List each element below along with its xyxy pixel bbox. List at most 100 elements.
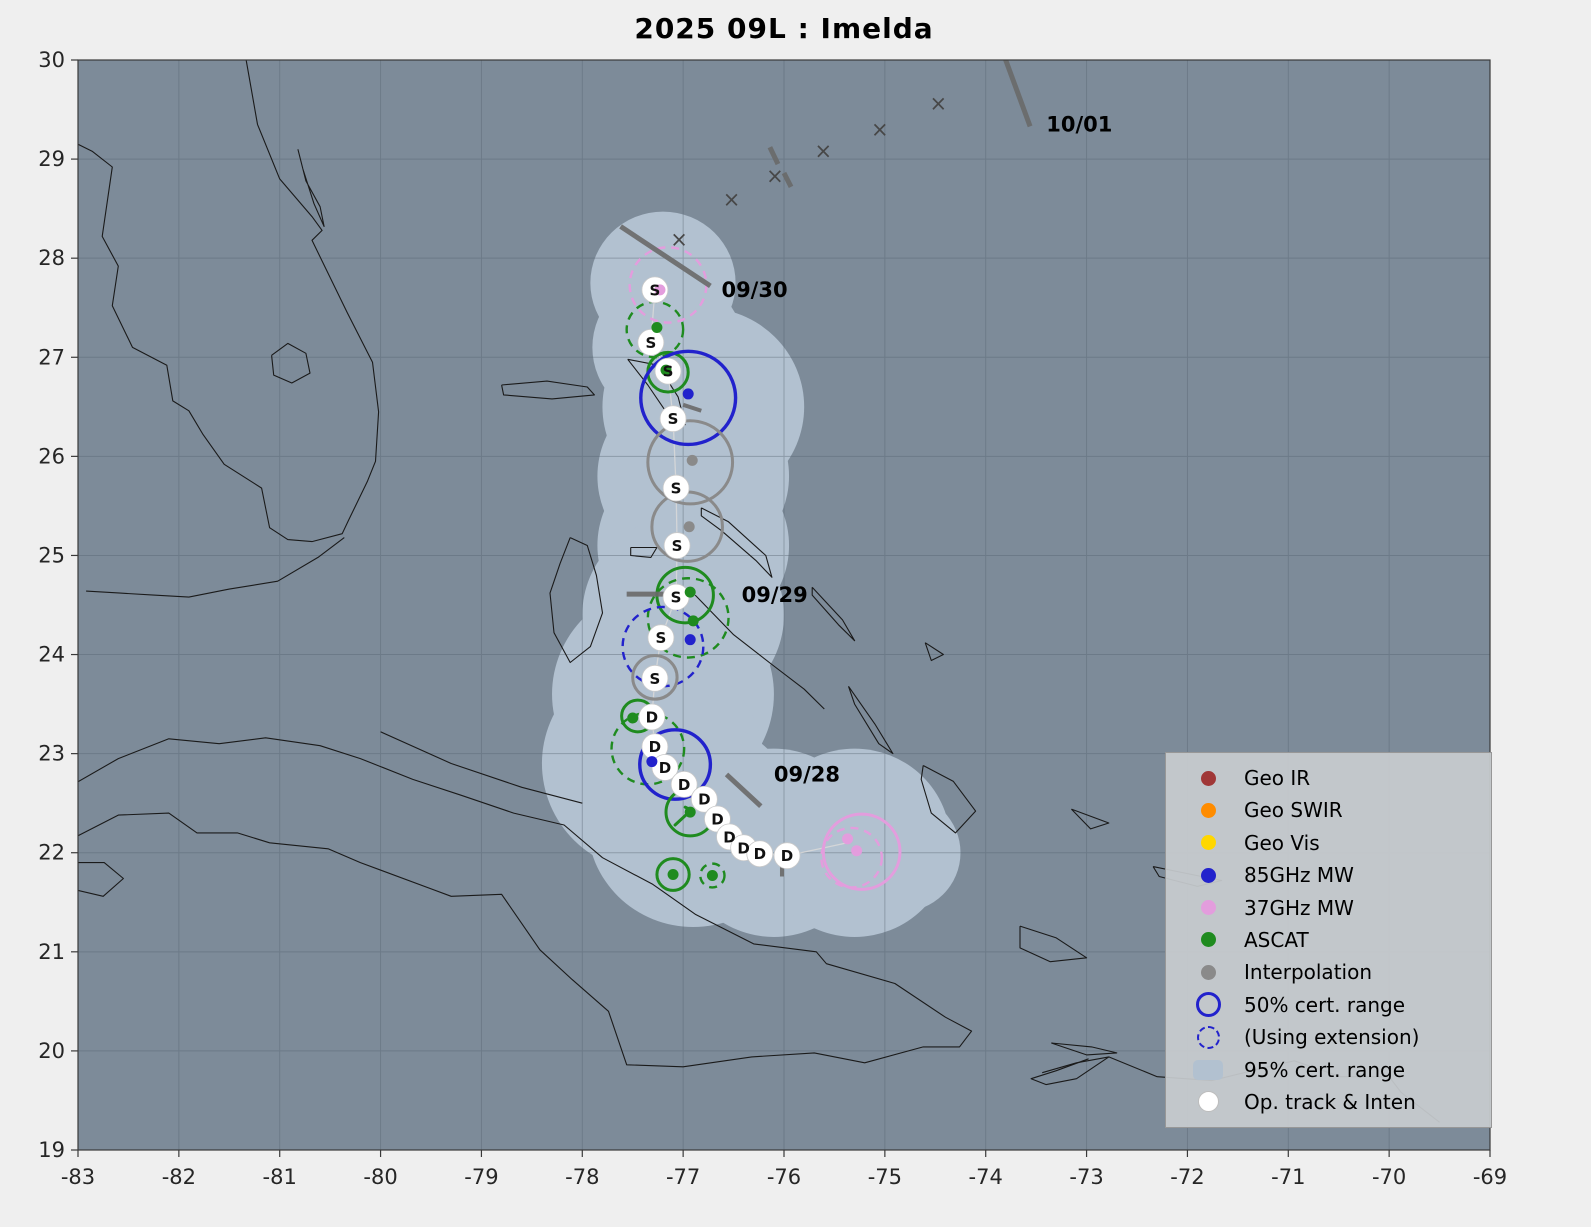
- intensity-letter: S: [649, 281, 660, 299]
- legend-marker-mw85: [1200, 867, 1216, 883]
- track-point: [659, 405, 687, 433]
- x-tick-label: -69: [1473, 1165, 1507, 1189]
- intensity-letter: S: [671, 480, 682, 498]
- legend: Geo IR Geo SWIR Geo Vis 85GHz MW 37GHz MW ASC…: [1165, 752, 1492, 1128]
- plot-title: 2025 09L : Imelda: [634, 12, 934, 45]
- x-tick-label: -76: [767, 1165, 801, 1189]
- legend-label-cert-50: 50% cert. range: [1244, 992, 1406, 1017]
- legend-marker-geo-vis: [1200, 835, 1216, 851]
- ascat-cert-circle: [699, 862, 726, 889]
- y-tick-label: 23: [38, 742, 65, 766]
- coastline-cuba: [78, 737, 973, 1068]
- coastline-indian-river: [297, 149, 325, 228]
- legend-marker-cell: [1172, 932, 1244, 948]
- legend-label-mw85: 85GHz MW: [1244, 863, 1354, 888]
- intensity-letter: D: [646, 708, 658, 726]
- y-tick-label: 29: [38, 147, 65, 171]
- interp-obs-dot: [683, 521, 695, 533]
- y-tick-label: 26: [38, 444, 65, 468]
- legend-marker-mw37: [1200, 900, 1216, 916]
- intensity-letter: D: [711, 811, 723, 829]
- ascat-obs-dot: [651, 322, 663, 334]
- legend-marker-cell: [1172, 1059, 1244, 1080]
- coastline-florida: [78, 60, 380, 543]
- legend-label-geo-ir: Geo IR: [1244, 766, 1311, 790]
- track-point: [746, 840, 774, 868]
- mw85-obs-dot: [646, 756, 658, 768]
- y-tick-label: 28: [38, 246, 65, 270]
- date-labels: 10/01 09/30 09/29 09/28: [721, 112, 1112, 786]
- mw37-cert-circle: [820, 826, 884, 889]
- mw37-obs-dot: [654, 284, 666, 296]
- ascat-obs-dot: [627, 712, 639, 724]
- intensity-letter: S: [645, 334, 656, 352]
- ascat-obs-dot: [660, 364, 672, 376]
- coastline-new-providence: [630, 546, 658, 558]
- x-tick-label: -82: [162, 1165, 196, 1189]
- y-tick-label: 27: [38, 345, 65, 369]
- intensity-letter: D: [737, 839, 749, 857]
- forecast-x-marks: × × × × × ×: [670, 92, 947, 252]
- track-point: [637, 329, 665, 356]
- y-tick-label: 30: [38, 48, 65, 72]
- track-point: [641, 664, 669, 692]
- intensity-letter: D: [659, 759, 671, 777]
- legend-item-mw85: 85GHz MW: [1172, 860, 1485, 890]
- intensity-letter: S: [672, 537, 683, 555]
- coastlines: [78, 60, 1440, 1123]
- legend-marker-cell: [1172, 770, 1244, 786]
- legend-marker-cell: [1172, 1091, 1244, 1113]
- intensity-letter: D: [723, 828, 735, 846]
- intensity-letter: S: [656, 629, 667, 647]
- coastline-long-island: [847, 685, 894, 755]
- track-point: [651, 754, 679, 781]
- coastline-exuma: [694, 594, 825, 710]
- axis-ticks: [71, 59, 1491, 1157]
- legend-marker-cell: [1172, 1025, 1244, 1049]
- x-tick-label: -71: [1271, 1165, 1305, 1189]
- intensity-letter: S: [649, 670, 660, 688]
- legend-item-geo-vis: Geo Vis: [1172, 828, 1485, 858]
- coastline-mayaguana: [1071, 808, 1110, 830]
- track-points: [637, 276, 801, 870]
- intensity-letter: S: [671, 589, 682, 607]
- coastline-isla-juventud: [78, 862, 124, 897]
- ascat-obs-dot: [684, 806, 696, 818]
- date-label: 10/01: [1046, 112, 1112, 136]
- track-point: [670, 770, 698, 798]
- interp-obs-dot: [686, 454, 698, 466]
- coastline-tortuga: [1051, 1042, 1118, 1056]
- intensity-letter: D: [649, 738, 661, 756]
- coastline-cuba-cays: [380, 731, 583, 804]
- observation-circles: [610, 246, 902, 892]
- coastline-andros: [549, 537, 604, 664]
- intensity-letter: D: [698, 791, 710, 809]
- coastline-okeechobee: [271, 342, 311, 384]
- legend-label-geo-vis: Geo Vis: [1244, 830, 1320, 855]
- date-label: 09/30: [721, 278, 787, 302]
- track-point: [662, 474, 690, 502]
- mw85-cert-circle: [639, 349, 738, 447]
- legend-marker-ascat: [1200, 932, 1216, 948]
- legend-label-mw37: 37GHz MW: [1244, 895, 1354, 920]
- track-point: [690, 785, 718, 813]
- legend-marker-op-track: [1197, 1091, 1219, 1113]
- legend-item-geo-swir: Geo SWIR: [1172, 795, 1485, 825]
- legend-item-cert-95: 95% cert. range: [1172, 1055, 1485, 1085]
- legend-item-ascat: ASCAT: [1172, 925, 1485, 955]
- x-tick-label: -77: [666, 1165, 700, 1189]
- legend-item-op-track: Op. track & Inten: [1172, 1087, 1485, 1117]
- date-label: 09/29: [742, 583, 808, 607]
- legend-label-cert-50-ext: (Using extension): [1244, 1025, 1420, 1050]
- legend-marker-geo-ir: [1200, 770, 1216, 786]
- legend-marker-cell: [1172, 802, 1244, 818]
- legend-label-ascat: ASCAT: [1244, 927, 1309, 952]
- x-tick-label: -75: [868, 1165, 902, 1189]
- y-tick-label: 24: [38, 643, 65, 667]
- track-point: [663, 532, 691, 559]
- y-tick-label: 25: [38, 543, 65, 567]
- y-tick-label: 20: [38, 1039, 65, 1063]
